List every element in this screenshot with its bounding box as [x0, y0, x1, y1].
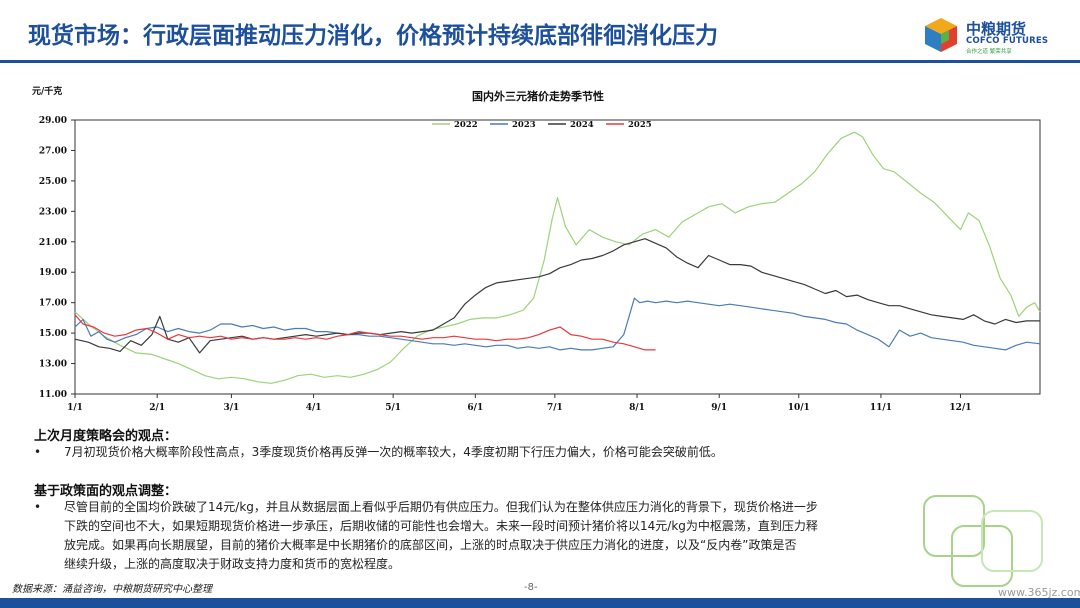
x-tick-label: 7/1: [547, 403, 563, 413]
data-source: 数据来源：涌益咨询，中粮期货研究中心整理: [12, 584, 212, 595]
y-tick-label: 29.00: [39, 116, 67, 126]
footer-bar: [0, 598, 1080, 608]
y-tick-label: 17.00: [39, 299, 67, 309]
section2-line: 下跌的空间也不大，如果短期现货价格进一步承压，后期收储的可能性也会增大。未来一段…: [64, 519, 818, 533]
logo-slogan: 合作之道 繁荣共享: [966, 49, 1012, 55]
series-line-2024: [74, 238, 1040, 354]
y-tick-label: 23.00: [39, 207, 67, 217]
y-tick-label: 15.00: [39, 329, 67, 339]
x-tick-label: 9/1: [711, 403, 727, 413]
legend-label-2025: 2025: [628, 120, 652, 130]
x-tick-label: 12/1: [949, 403, 971, 413]
logo-en-text: COFCO FUTURES: [966, 36, 1049, 46]
y-tick-label: 11.00: [39, 390, 67, 400]
y-tick-label: 13.00: [39, 360, 67, 370]
y-axis-label: 元/千克: [32, 85, 62, 97]
x-tick-label: 5/1: [385, 403, 401, 413]
legend-label-2023: 2023: [512, 120, 536, 130]
x-tick-label: 11/1: [870, 403, 892, 413]
section1-heading: 上次月度策略会的观点：: [34, 429, 178, 444]
cofco-logo: 中粮期货 COFCO FUTURES 合作之道 繁荣共享: [922, 14, 1072, 58]
y-tick-label: 27.00: [39, 146, 67, 156]
series-line-2022: [74, 131, 1041, 384]
plot-area: 29.00 27.00 25.00 23.00 21.00 19.00 17.00 15.00…: [39, 116, 1041, 413]
section2-line: 放完成。如果再向长期展望，目前的猪价大概率是中长期猪价的底部区间，上涨的时点取决…: [64, 538, 797, 552]
section2-line: 尽管目前的全国均价跌破了14元/kg，并且从数据层面上看似乎后期仍有供应压力。但…: [64, 500, 818, 514]
corner-decoration: [923, 495, 1043, 587]
bullet-marker: •: [34, 500, 42, 514]
x-tick-label: 1/1: [67, 403, 83, 413]
y-tick-label: 21.00: [39, 238, 67, 248]
section1-bullet: • 7月初现货价格大概率阶段性高点，3季度现货价格再反弹一次的概率较大，4季度初…: [34, 443, 1044, 462]
section1-text: 7月初现货价格大概率阶段性高点，3季度现货价格再反弹一次的概率较大，4季度初期下…: [64, 445, 723, 459]
x-tick-label: 4/1: [306, 403, 322, 413]
chart-title: 国内外三元猪价走势季节性: [472, 89, 604, 103]
section2-line: 继续升级，上涨的高度取决于财政支持力度和货币的宽松程度。: [64, 557, 401, 571]
series-line-2025: [74, 314, 656, 351]
plot-frame: [74, 119, 1041, 395]
chart-legend: 2022 2023 2024 2025: [432, 120, 652, 130]
logo-cn-text: 中粮期货: [966, 20, 1027, 38]
x-tick-label: 10/1: [788, 403, 810, 413]
legend-label-2022: 2022: [454, 120, 478, 130]
price-seasonality-chart: 元/千克 国内外三元猪价走势季节性 2022 2023 2024 2025 29.00…: [20, 78, 1050, 418]
title-divider: [0, 60, 1080, 63]
x-tick-label: 3/1: [224, 403, 240, 413]
x-tick-label: 6/1: [467, 403, 483, 413]
section2-heading: 基于政策面的观点调整：: [34, 484, 178, 499]
watermark: www.365jz.com: [998, 586, 1080, 599]
bullet-marker: •: [34, 445, 42, 459]
series-line-2023: [74, 297, 1041, 351]
legend-label-2024: 2024: [570, 120, 594, 130]
page-title: 现货市场：行政层面推动压力消化，价格预计持续底部徘徊消化压力: [28, 23, 718, 49]
section2-bullet: • 尽管目前的全国均价跌破了14元/kg，并且从数据层面上看似乎后期仍有供应压力…: [34, 498, 1064, 578]
cofco-cube-icon: [925, 18, 957, 52]
x-tick-label: 2/1: [149, 403, 165, 413]
y-tick-label: 19.00: [39, 268, 67, 278]
x-tick-label: 8/1: [629, 403, 645, 413]
y-tick-label: 25.00: [39, 177, 67, 187]
page-number: -8-: [524, 582, 538, 593]
